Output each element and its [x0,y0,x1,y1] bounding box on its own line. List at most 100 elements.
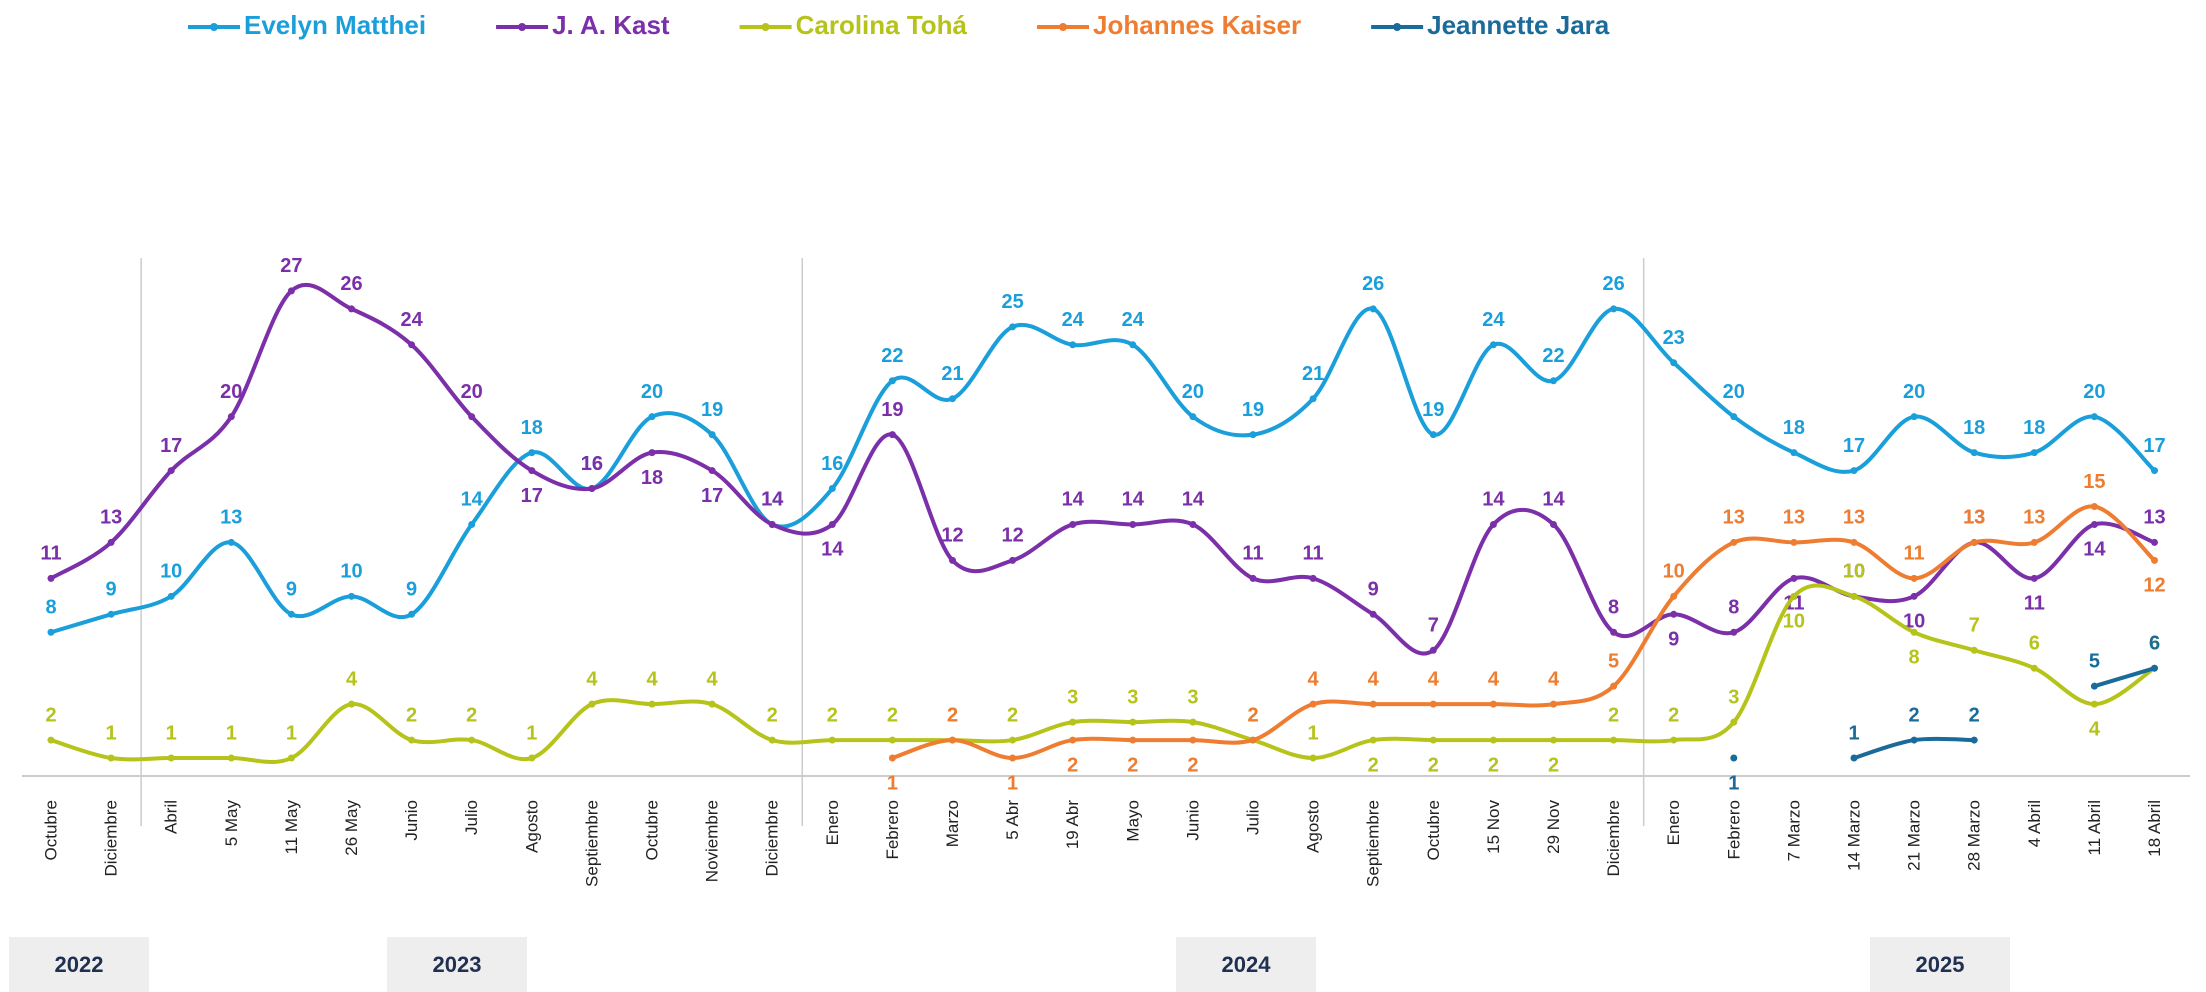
point [768,520,776,528]
point [648,449,656,457]
data-label: 2 [1127,754,1138,776]
data-label: 2 [1428,754,1439,776]
data-label: 2 [1909,704,1920,726]
point [227,538,235,546]
data-label: 4 [707,668,719,690]
point [107,610,115,618]
data-label: 11 [1242,543,1263,565]
data-label: 5 [1608,650,1619,672]
point [107,538,115,546]
data-label: 26 [1602,273,1624,295]
data-label: 26 [1362,273,1384,295]
data-label: 10 [1843,561,1865,583]
data-label: 17 [1843,435,1865,457]
data-label: 20 [220,381,242,403]
point [1009,754,1017,762]
point [1790,449,1798,457]
x-tick-label: 5 Abr [1003,800,1022,840]
data-label: 13 [1843,507,1865,529]
data-label: 13 [1963,507,1985,529]
data-label: 9 [406,579,417,601]
data-label: 8 [1728,597,1739,619]
data-label: 27 [280,255,302,277]
x-tick-label: 11 May [282,800,301,855]
data-label: 20 [1182,381,1204,403]
data-label: 1 [887,772,898,794]
point [1670,736,1678,744]
data-label: 16 [581,453,603,475]
data-label: 2 [1187,754,1198,776]
point [1489,736,1497,744]
x-tick-label: Septiembre [582,800,601,887]
year-box [9,937,149,992]
data-label: 13 [2143,507,2165,529]
point [828,520,836,528]
x-tick-label: 5 May [222,800,241,847]
data-label: 23 [1663,327,1685,349]
x-tick-label: Enero [823,800,842,845]
year-label: 2023 [433,952,482,977]
data-label: 14 [1182,489,1205,511]
point [2151,467,2158,475]
data-label: 6 [2029,632,2040,654]
point [47,574,55,582]
x-tick-label: 19 Abr [1063,800,1082,849]
point [1550,520,1557,528]
data-label: 2 [1488,754,1499,776]
point [648,413,656,421]
x-tick-label: Diciembre [763,800,782,877]
point [1069,736,1077,744]
x-tick-label: 21 Marzo [1905,800,1924,871]
point [1610,736,1618,744]
data-label: 10 [1843,561,1865,583]
data-label: 21 [941,363,963,385]
data-label: 24 [1482,309,1505,331]
point [47,736,55,744]
data-label: 2 [827,704,838,726]
data-label: 14 [1062,489,1085,511]
point [1910,736,1918,744]
data-label: 24 [1122,309,1145,331]
data-label: 26 [340,273,362,295]
point [1670,592,1678,600]
data-label: 2 [1247,704,1258,726]
point [2030,574,2038,582]
point [768,736,776,744]
data-label: 16 [581,453,603,475]
x-tick-label: 4 Abril [2025,800,2044,847]
point [2090,520,2098,528]
x-tick-label: 29 Nov [1544,800,1563,854]
data-label: 4 [346,668,358,690]
legend-swatch-dot [1059,23,1068,31]
data-label: 18 [521,417,543,439]
data-label: 4 [1368,668,1380,690]
point [107,754,115,762]
data-label: 20 [641,381,663,403]
data-label: 2 [1067,754,1078,776]
data-label: 10 [340,561,362,583]
x-tick-label: Abril [162,800,181,834]
data-label: 5 [2089,650,2100,672]
data-label: 9 [1368,579,1379,601]
point [949,556,956,564]
x-tick-label: Agosto [1304,800,1323,853]
data-label: 2 [767,704,778,726]
data-label: 12 [2143,575,2165,597]
point [1309,754,1317,762]
data-label: 17 [701,485,723,507]
data-label: 1 [1848,722,1859,744]
point [1429,700,1437,708]
data-label: 11 [1303,543,1324,565]
point [1610,682,1618,690]
data-label: 4 [1428,668,1440,690]
point [2090,682,2098,690]
x-tick-label: 28 Marzo [1965,800,1984,871]
point [828,736,836,744]
point [1009,736,1017,744]
point [2030,664,2038,672]
point [1369,700,1377,708]
data-label: 2 [1368,754,1379,776]
point [1670,610,1678,618]
point [888,754,896,762]
data-label: 4 [1548,668,1560,690]
